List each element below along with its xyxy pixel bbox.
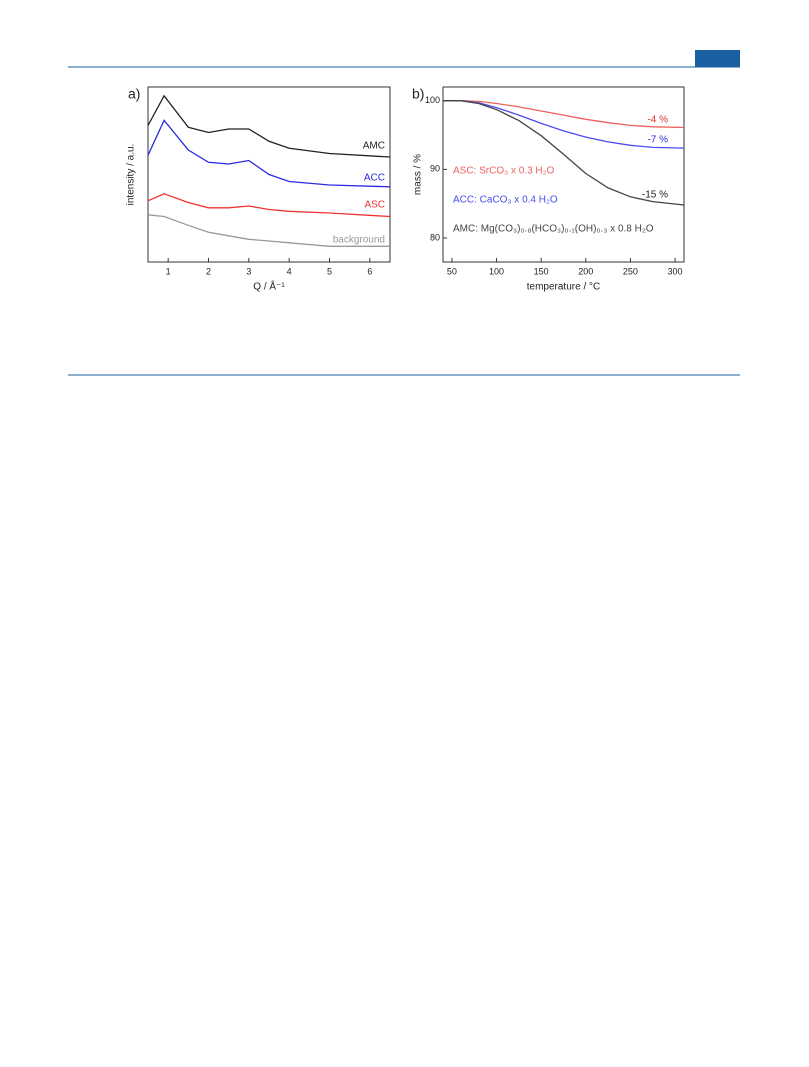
- header-block: [695, 50, 740, 67]
- series-label: background: [333, 235, 385, 246]
- series-line: [147, 193, 391, 218]
- x-tick-label: 100: [489, 266, 504, 276]
- x-tick-label: 1: [166, 266, 171, 276]
- annotation: -15 %: [642, 190, 668, 201]
- x-tick-label: 150: [534, 266, 549, 276]
- series-line: [147, 119, 391, 188]
- panel-label: a): [128, 86, 140, 102]
- y-axis-title: mass / %: [413, 154, 424, 195]
- x-tick-label: 3: [246, 266, 251, 276]
- annotation: -4 %: [647, 115, 668, 126]
- annotation: -7 %: [647, 135, 668, 146]
- series-line: [147, 214, 390, 247]
- series-label: ASC: SrCO₃ x 0.3 H₂O: [453, 166, 555, 177]
- x-tick-label: 50: [447, 266, 457, 276]
- y-axis-title: intensity / a.u.: [126, 144, 137, 206]
- plot-frame: [147, 86, 391, 263]
- x-tick-label: 6: [367, 266, 372, 276]
- series-label: ACC: CaCO₃ x 0.4 H₂O: [453, 195, 558, 206]
- series-line: [147, 94, 391, 158]
- x-tick-label: 250: [623, 266, 638, 276]
- plot-frame: [442, 86, 685, 263]
- series-label: AMC: Mg(CO₃)₀.₈(HCO₃)₀.₁(OH)₀.₃ x 0.8 H₂…: [453, 224, 654, 235]
- x-tick-label: 5: [327, 266, 332, 276]
- x-tick-label: 4: [287, 266, 292, 276]
- series-line: [443, 100, 685, 129]
- x-tick-label: 2: [206, 266, 211, 276]
- x-axis-title: temperature / °C: [527, 282, 600, 293]
- x-tick-label: 200: [578, 266, 593, 276]
- x-axis-title: Q / Å⁻¹: [253, 280, 285, 293]
- y-tick-label: 100: [425, 95, 440, 105]
- y-tick-label: 80: [430, 232, 440, 242]
- x-tick-label: 300: [668, 266, 683, 276]
- series-label: ASC: [364, 200, 385, 211]
- series-label: AMC: [363, 141, 385, 152]
- series-label: ACC: [364, 173, 385, 184]
- panel-label: b): [412, 86, 424, 102]
- series-line: [443, 100, 685, 206]
- y-tick-label: 90: [430, 164, 440, 174]
